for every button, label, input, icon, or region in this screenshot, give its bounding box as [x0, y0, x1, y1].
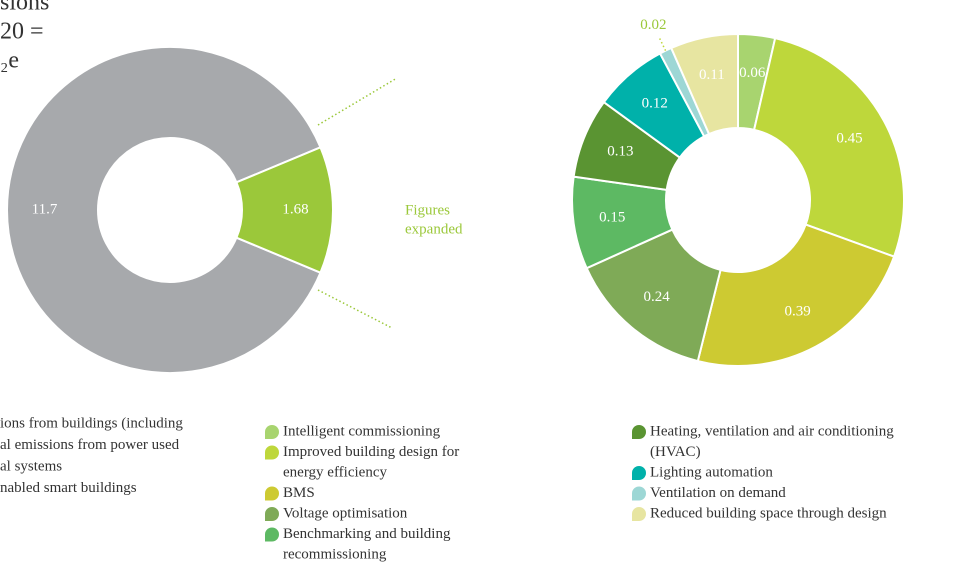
legend-label: Benchmarking and building [283, 526, 451, 542]
legend-label: (HVAC) [650, 444, 701, 460]
legend-marker [265, 486, 279, 501]
expand-line [317, 77, 398, 126]
annotation: Figures [405, 202, 450, 218]
legend-marker [265, 445, 279, 460]
legend-marker [265, 507, 279, 521]
slice [752, 37, 905, 258]
slice [6, 46, 322, 374]
legend-label: al emissions from power used [0, 437, 180, 453]
legend-marker [632, 486, 647, 501]
legend-label: Ventilation on demand [650, 485, 786, 501]
legend-marker [632, 466, 646, 480]
data-label: 0.06 [739, 65, 766, 81]
legend-label: nabled smart buildings [0, 480, 137, 496]
data-label: 0.02 [640, 17, 666, 33]
legend-marker [632, 425, 646, 439]
legend-marker [265, 527, 279, 542]
data-label: 11.7 [32, 201, 58, 217]
legend-label: Lighting automation [650, 464, 773, 480]
legend-label: al systems [0, 458, 62, 474]
expand-line [317, 289, 393, 329]
chart-title: ₂e [0, 48, 19, 74]
slice [669, 32, 739, 136]
leader-line [657, 35, 667, 51]
legend-label: Reduced building space through design [650, 505, 887, 521]
legend-label: recommissioning [283, 546, 387, 562]
data-label: 0.12 [642, 96, 668, 112]
data-label: 0.13 [607, 144, 633, 160]
legend-label: ions from buildings (including [0, 415, 183, 431]
annotation: expanded [405, 221, 463, 237]
slice [696, 223, 896, 367]
legend-label: Voltage optimisation [283, 505, 408, 521]
data-label: 1.68 [282, 201, 308, 217]
data-label: 0.45 [836, 131, 862, 147]
data-label: 0.11 [699, 67, 725, 83]
legend-marker [265, 425, 279, 439]
data-label: 0.15 [599, 209, 625, 225]
legend-label: BMS [283, 485, 315, 501]
legend-label: Improved building design for [283, 444, 459, 460]
legend-marker [632, 507, 646, 521]
data-label: 0.39 [785, 304, 811, 320]
data-label: 0.24 [643, 289, 670, 305]
legend-label: energy efficiency [283, 464, 387, 480]
legend-label: Heating, ventilation and air conditionin… [650, 423, 894, 439]
slice [235, 146, 334, 274]
chart-title: 20 = [0, 19, 44, 45]
legend-label: Intelligent commissioning [283, 423, 441, 439]
chart-title: sions [0, 0, 49, 16]
